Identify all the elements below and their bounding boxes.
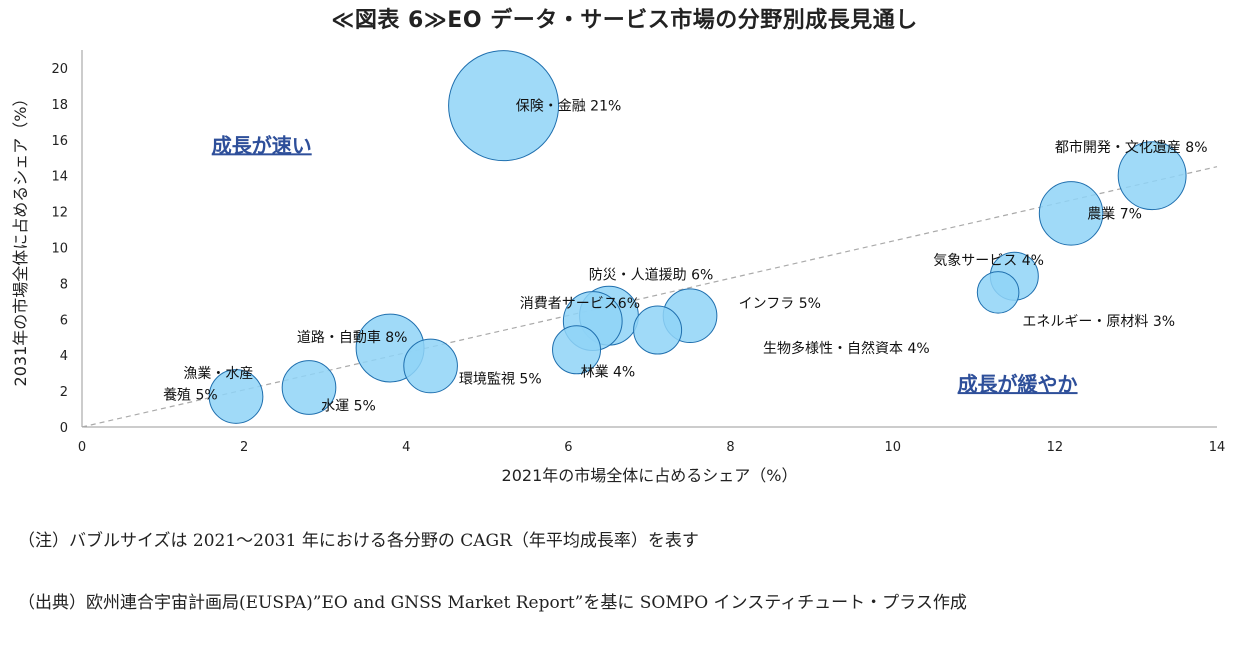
- bubble-label: 環境監視 5%: [459, 371, 542, 388]
- bubble: [976, 271, 1020, 314]
- bubble-label: インフラ 5%: [739, 296, 821, 312]
- y-tick-label: 0: [60, 421, 68, 436]
- y-tick-label: 12: [51, 206, 68, 221]
- x-tick-label: 8: [726, 440, 734, 455]
- bubble: [403, 338, 458, 394]
- chart-title: ≪図表 6≫EO データ・サービス市場の分野別成長見通し: [331, 8, 918, 33]
- x-tick-label: 6: [564, 440, 572, 455]
- x-tick-label: 10: [884, 440, 901, 455]
- x-tick-label: 12: [1047, 440, 1064, 455]
- bubble-label: 保険・金融 21%: [516, 99, 622, 115]
- y-tick-label: 16: [51, 134, 68, 149]
- bubble-label: 道路・自動車 8%: [297, 329, 408, 346]
- y-tick-label: 18: [51, 98, 68, 113]
- bubble-label: 消費者サービス6%: [520, 296, 640, 312]
- bubble-chart: 0 2 4 6 8 10 12 14 0 2 4 6 8 10 12 14 16 18 20 2021年の市場全体に占…: [11, 50, 1225, 485]
- y-tick-label: 20: [51, 62, 68, 77]
- x-tick-label: 14: [1209, 440, 1226, 455]
- bubble: [208, 369, 264, 424]
- x-tick-label: 4: [402, 440, 410, 455]
- footnote-note: （注）バブルサイズは 2021～2031 年における各分野の CAGR（年平均成…: [18, 531, 699, 551]
- bubble-label: エネルギー・原材料 3%: [1022, 314, 1175, 330]
- bubble: [1117, 141, 1187, 211]
- y-tick-label: 10: [51, 241, 68, 256]
- y-tick-label: 6: [60, 313, 68, 328]
- bubble: [448, 50, 560, 162]
- bubbles: [208, 50, 1187, 424]
- quadrant-annotation: 成長が速い: [212, 133, 312, 157]
- y-tick-label: 2: [60, 385, 68, 400]
- bubble-label: 都市開発・文化遺産 8%: [1055, 139, 1208, 156]
- bubble-label: 養殖 5%: [163, 387, 218, 404]
- footnote-source: （出典）欧州連合宇宙計画局(EUSPA)”EO and GNSS Market …: [18, 593, 967, 613]
- bubble-labels: 保険・金融 21% 都市開発・文化遺産 8% 農業 7% 気象サービス 4% エネルギー…: [163, 99, 1207, 415]
- y-axis-title: 2031年の市場全体に占めるシェア（%）: [11, 91, 30, 387]
- bubble-label: 漁業・水産: [183, 366, 253, 382]
- quadrant-annotation: 成長が緩やか: [958, 372, 1078, 396]
- x-tick-label: 0: [78, 440, 86, 455]
- bubble: [552, 325, 602, 375]
- bubble: [633, 305, 683, 355]
- y-tick-label: 14: [51, 170, 68, 185]
- bubble-label: 気象サービス 4%: [933, 253, 1044, 269]
- bubble: [281, 360, 337, 415]
- bubble-label: 農業 7%: [1087, 206, 1142, 222]
- bubble-label: 水運 5%: [321, 398, 376, 414]
- axes: 0 2 4 6 8 10 12 14 0 2 4 6 8 10 12 14 16 18 20 2021年の市場全体に占…: [11, 50, 1225, 485]
- x-axis-title: 2021年の市場全体に占めるシェア（%）: [502, 466, 798, 485]
- x-tick-label: 2: [240, 440, 248, 455]
- y-tick-label: 4: [60, 349, 68, 364]
- bubble-label: 防災・人道援助 6%: [589, 267, 714, 283]
- bubble-label: 生物多様性・自然資本 4%: [763, 340, 930, 357]
- bubble-label: 林業 4%: [581, 364, 636, 380]
- bubble: [1038, 181, 1104, 246]
- y-tick-label: 8: [60, 277, 68, 292]
